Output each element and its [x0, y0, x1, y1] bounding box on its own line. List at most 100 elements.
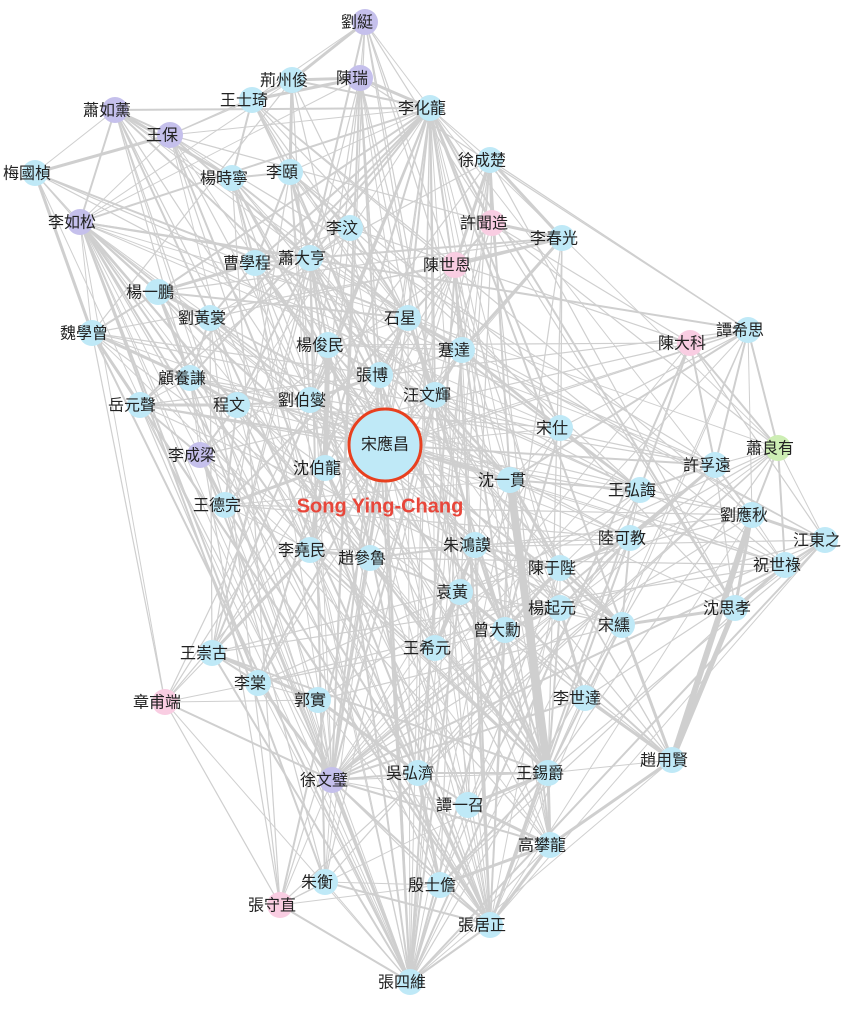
- node: [219, 165, 245, 191]
- edge: [254, 171, 291, 264]
- node: [297, 537, 323, 563]
- edge: [620, 624, 674, 761]
- node: [279, 67, 305, 93]
- node-label: 程文: [213, 396, 245, 415]
- edge: [409, 924, 491, 983]
- edge: [211, 257, 311, 654]
- edge: [79, 221, 166, 703]
- edge: [169, 79, 293, 136]
- node-label: 江東之: [793, 531, 841, 550]
- edge: [467, 489, 641, 806]
- edge: [139, 329, 749, 406]
- node-label: 李堯民: [278, 541, 326, 560]
- edge: [79, 221, 326, 883]
- edge: [322, 344, 331, 469]
- edge: [324, 881, 411, 983]
- edge: [224, 504, 326, 883]
- edge: [79, 221, 259, 684]
- edge: [33, 172, 94, 334]
- edge: [331, 514, 753, 781]
- node: [765, 435, 791, 461]
- node-label: 章甫端: [133, 693, 181, 712]
- edge: [434, 647, 549, 774]
- edge: [309, 21, 366, 259]
- node: [312, 455, 338, 481]
- node-label: 宋應昌: [361, 435, 409, 454]
- node-label: 李汶: [326, 219, 358, 238]
- node: [627, 477, 653, 503]
- node: [395, 305, 421, 331]
- edge: [289, 171, 409, 319]
- node: [187, 442, 213, 468]
- node-label: 石星: [384, 309, 416, 328]
- annotation: Song Ying-Chang: [297, 495, 464, 517]
- node-label: 王德完: [193, 496, 241, 515]
- node: [772, 552, 798, 578]
- node-label: 蕭如薰: [83, 101, 131, 120]
- edge: [409, 107, 431, 983]
- edge: [164, 701, 333, 781]
- node: [239, 87, 265, 113]
- node: [497, 467, 523, 493]
- edge: [549, 758, 673, 847]
- edge: [91, 332, 411, 983]
- edge: [211, 652, 549, 774]
- node-label: 宋仕: [536, 419, 568, 438]
- edge: [224, 257, 311, 506]
- node-label: 岳元聲: [108, 396, 156, 415]
- node-label: 蹇達: [438, 341, 470, 360]
- node: [442, 252, 468, 278]
- edge: [169, 107, 431, 136]
- edge: [489, 159, 749, 331]
- edge: [558, 566, 624, 627]
- node: [572, 685, 598, 711]
- node-label: 王錫爵: [516, 764, 564, 783]
- node-label: 顧養謙: [158, 369, 206, 388]
- node-label: 李化龍: [398, 99, 446, 118]
- edge: [547, 697, 586, 774]
- edge: [509, 479, 673, 761]
- node: [102, 97, 128, 123]
- node-label: 劉伯燮: [278, 391, 326, 410]
- edge: [503, 567, 562, 631]
- node-label: 王士琦: [220, 91, 268, 110]
- edge: [417, 447, 779, 774]
- edge: [91, 264, 456, 334]
- node: [547, 415, 573, 441]
- node: [212, 492, 238, 518]
- edge: [331, 779, 411, 983]
- node: [617, 525, 643, 551]
- edge: [359, 77, 381, 376]
- edge: [621, 606, 736, 627]
- edge: [777, 447, 786, 566]
- node: [535, 760, 561, 786]
- edge: [331, 779, 551, 846]
- edge: [364, 21, 511, 481]
- edge: [236, 404, 311, 551]
- edge: [279, 222, 493, 906]
- node: [659, 747, 685, 773]
- edge: [79, 221, 491, 926]
- edge: [324, 881, 491, 926]
- edge: [324, 107, 431, 883]
- edge: [91, 79, 293, 334]
- node-label: 荊州俊: [260, 71, 308, 90]
- edge: [384, 444, 411, 983]
- node: [447, 579, 473, 605]
- edge: [251, 21, 366, 101]
- edge: [331, 564, 786, 781]
- edge: [308, 467, 327, 551]
- node-label: 王保: [146, 126, 178, 145]
- edge: [289, 171, 786, 566]
- node: [319, 767, 345, 793]
- node: [427, 872, 453, 898]
- edge: [157, 291, 409, 319]
- edge: [429, 107, 561, 429]
- edge: [157, 237, 563, 293]
- edge: [279, 779, 333, 906]
- edge: [257, 444, 386, 684]
- edge: [429, 107, 623, 626]
- node-label: 李成梁: [168, 446, 216, 465]
- edge: [279, 884, 441, 906]
- node-label: 趙用賢: [640, 751, 688, 770]
